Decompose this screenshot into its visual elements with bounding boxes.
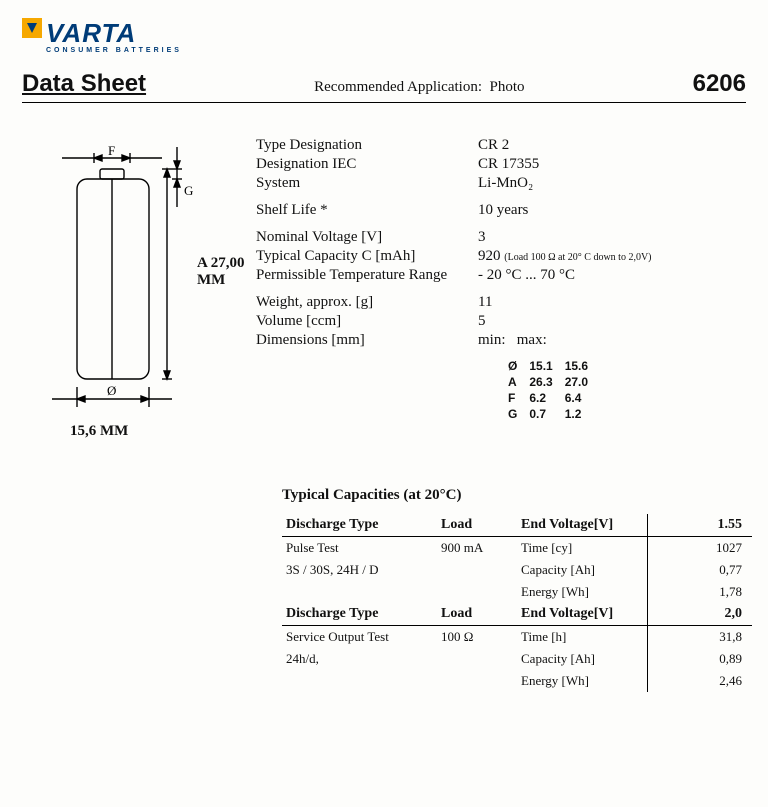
brand-logo: VARTA CONSUMER BATTERIES (22, 18, 746, 54)
val: 0,77 (647, 559, 752, 581)
val: 1027 (647, 537, 752, 560)
pulse-sub: 3S / 30S, 24H / D (282, 559, 437, 581)
svg-text:G: G (184, 183, 193, 198)
spec-note: (Load 100 Ω at 20° C down to 2,0V) (504, 252, 651, 263)
height-letter: A (197, 255, 207, 271)
rec-label: Recommended Application: (314, 79, 482, 95)
spec-value: min: max: (478, 332, 547, 349)
brand-subtitle: CONSUMER BATTERIES (46, 47, 182, 54)
cap-ah: Capacity [Ah] (517, 559, 647, 581)
rec-value: Photo (490, 79, 525, 95)
col-endv: End Voltage[V] (517, 603, 647, 626)
spec-value: Li-MnO₂ (478, 175, 533, 192)
spec-label: Nominal Voltage [V] (256, 229, 478, 246)
spec-value: 10 years (478, 202, 528, 219)
spec-label: Weight, approx. [g] (256, 294, 478, 311)
dimension-table: Ø15.115.6 A26.327.0 F6.26.4 G0.71.2 (506, 357, 600, 423)
spec-value: CR 2 (478, 137, 509, 154)
battery-diagram: F G Ø (22, 137, 242, 427)
spec-value: 5 (478, 313, 486, 330)
col-endv-val: 2,0 (647, 603, 752, 626)
spec-value: - 20 °C ... 70 °C (478, 267, 575, 284)
time-h: Time [h] (517, 626, 647, 649)
col-discharge: Discharge Type (282, 514, 437, 537)
load-val: 900 mA (437, 537, 517, 560)
spec-label: Shelf Life * (256, 202, 478, 219)
spec-label: Designation IEC (256, 156, 478, 173)
col-endv: End Voltage[V] (517, 514, 647, 537)
capacities-table: Discharge Type Load End Voltage[V] 1.55 … (282, 514, 752, 692)
val: 2,46 (647, 670, 752, 692)
cap-ah: Capacity [Ah] (517, 648, 647, 670)
logo-triangle-icon (22, 18, 42, 38)
col-discharge: Discharge Type (282, 603, 437, 626)
svg-text:F: F (108, 143, 115, 158)
capacities-title: Typical Capacities (at 20°C) (282, 487, 746, 504)
spec-value: 11 (478, 294, 492, 311)
energy-wh: Energy [Wh] (517, 670, 647, 692)
spec-label: Dimensions [mm] (256, 332, 478, 349)
spec-value: CR 17355 (478, 156, 539, 173)
page-title: Data Sheet (22, 70, 146, 98)
spec-label: Type Designation (256, 137, 478, 154)
header-bar: Data Sheet Recommended Application: Phot… (22, 70, 746, 103)
service-sub: 24h/d, (282, 648, 437, 670)
spec-value: 920 (Load 100 Ω at 20° C down to 2,0V) (478, 248, 652, 265)
service-test: Service Output Test (282, 626, 437, 649)
col-endv-val: 1.55 (647, 514, 752, 537)
spec-label: Permissible Temperature Range (256, 267, 478, 284)
spec-value: 3 (478, 229, 486, 246)
col-load: Load (437, 514, 517, 537)
svg-text:Ø: Ø (107, 383, 116, 398)
energy-wh: Energy [Wh] (517, 581, 647, 603)
pulse-test: Pulse Test (282, 537, 437, 560)
spec-label: System (256, 175, 478, 192)
recommended-application: Recommended Application: Photo (314, 79, 524, 96)
spec-label: Volume [ccm] (256, 313, 478, 330)
brand-name: VARTA (46, 18, 182, 49)
val: 31,8 (647, 626, 752, 649)
time-cy: Time [cy] (517, 537, 647, 560)
product-code: 6206 (693, 70, 746, 98)
capacities-section: Typical Capacities (at 20°C) Discharge T… (282, 487, 746, 692)
val: 1,78 (647, 581, 752, 603)
width-label: 15,6 MM (70, 423, 128, 440)
spec-label: Typical Capacity C [mAh] (256, 248, 478, 265)
load-val: 100 Ω (437, 626, 517, 649)
spec-block: Type DesignationCR 2 Designation IECCR 1… (256, 137, 746, 427)
val: 0,89 (647, 648, 752, 670)
col-load: Load (437, 603, 517, 626)
